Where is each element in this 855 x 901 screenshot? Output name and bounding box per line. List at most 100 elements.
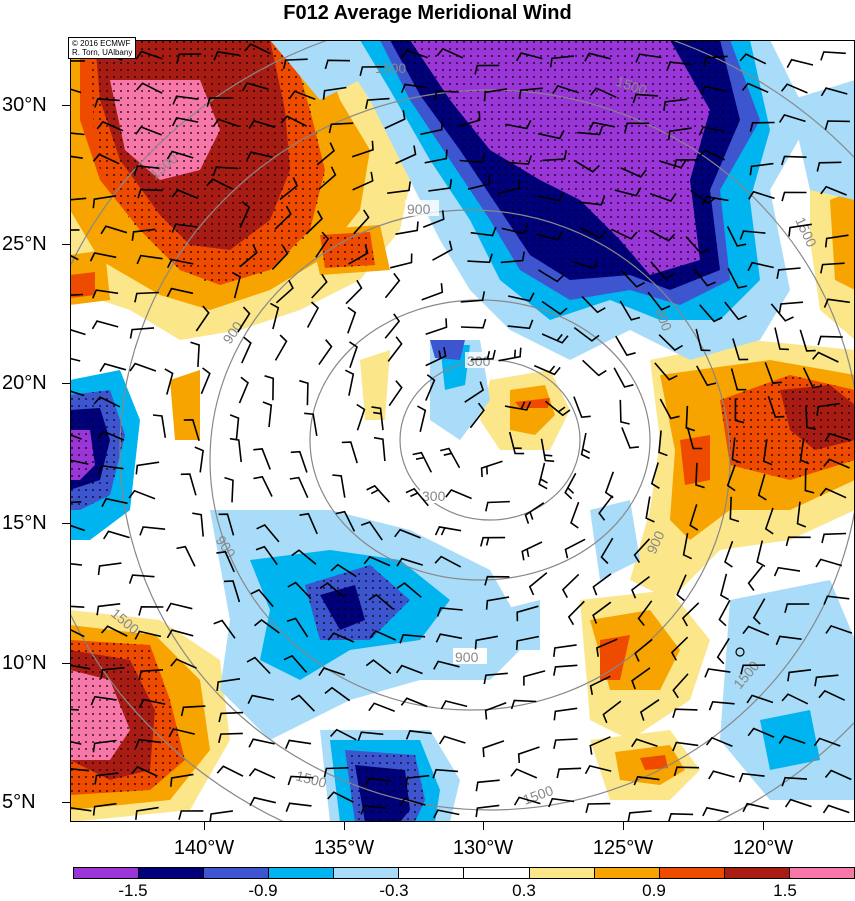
wind-barb (287, 775, 314, 786)
wind-barb (475, 804, 500, 818)
wind-barb (438, 735, 466, 745)
wind-barb (70, 628, 85, 638)
colorbar-label-0-9: 0.9 (642, 881, 666, 900)
wind-barb (432, 768, 459, 779)
wind-barb (328, 122, 354, 134)
wind-barb (100, 666, 125, 679)
positive-wind-region-sw (70, 610, 230, 822)
wind-barb (171, 189, 199, 200)
colorbar-segment (789, 868, 854, 878)
wind-barb (724, 540, 734, 568)
wind-barb (134, 630, 162, 640)
wind-barb (275, 279, 294, 304)
wind-barb (395, 145, 417, 165)
colorbar-segment (724, 868, 790, 878)
wind-barb (351, 140, 374, 158)
wind-barb (135, 461, 160, 475)
wind-barb (368, 593, 394, 610)
wind-barb (615, 335, 636, 357)
wind-barb (553, 664, 578, 676)
wind-barb (619, 399, 630, 425)
wind-barb (823, 458, 850, 469)
wind-barb (528, 572, 548, 596)
positive-wind-region-se (70, 160, 855, 800)
wind-barb (726, 226, 747, 247)
wind-barb (650, 462, 660, 489)
wind-barb (285, 802, 312, 812)
wind-barb (650, 261, 674, 280)
wind-barb (183, 418, 200, 442)
map-title: F012 Average Meridional Wind (283, 2, 572, 24)
wind-barb (480, 460, 503, 478)
wind-barb (475, 779, 500, 792)
wind-barb (631, 575, 650, 599)
wind-barb (304, 412, 318, 437)
wind-barb (356, 403, 366, 431)
wind-barb (749, 162, 774, 176)
wind-barb (820, 51, 846, 61)
wind-barb (699, 304, 723, 323)
wind-barb (231, 271, 242, 299)
wind-barb (540, 438, 555, 463)
wind-barb (70, 664, 91, 670)
wind-barb (135, 50, 163, 60)
wind-barb (823, 298, 850, 308)
wind-barb (171, 116, 199, 127)
wind-barb (633, 538, 651, 564)
lat-tick (62, 663, 70, 664)
wind-barb (467, 174, 491, 190)
wind-barb (645, 496, 655, 523)
colorbar-segment (464, 868, 530, 878)
wind-barb (702, 195, 729, 206)
wind-barb (561, 573, 580, 598)
wind-barb (538, 462, 548, 490)
wind-barb (516, 52, 543, 62)
wind-barb (824, 120, 850, 130)
wind-barb (97, 464, 124, 475)
wind-barb (70, 807, 92, 812)
wind-barb (824, 234, 849, 248)
wind-barb (731, 437, 742, 464)
colorbar (73, 867, 855, 879)
contour-label-900-upper-right: 900 (652, 306, 675, 334)
wind-barb (70, 293, 84, 297)
credit-box: © 2016 ECMWF R. Torn, UAlbany (68, 37, 137, 59)
wind-barb (817, 335, 843, 346)
wind-barb (92, 195, 117, 209)
wind-barb (223, 580, 241, 603)
wind-barb (432, 240, 453, 261)
wind-barb (352, 171, 374, 191)
wind-barb (507, 319, 534, 330)
wind-barb (305, 210, 323, 235)
wind-barb (775, 635, 802, 646)
wind-barb (170, 773, 194, 787)
wind-barb (501, 225, 529, 235)
wind-barb (585, 802, 611, 813)
wind-barb (178, 810, 204, 820)
wind-barb (634, 638, 653, 662)
wind-barb (784, 603, 810, 614)
wind-barb (747, 261, 774, 272)
wind-barb (553, 738, 578, 750)
wind-barb (676, 574, 687, 602)
colorbar-segment (269, 868, 335, 878)
wind-barb (194, 446, 204, 473)
wind-barb (274, 205, 292, 230)
wind-barb (433, 809, 460, 819)
lat-label-10n: 10°N (2, 652, 47, 674)
wind-barb (820, 262, 845, 274)
wind-barb (579, 227, 607, 239)
wind-barb (573, 396, 591, 419)
wind-barb (405, 730, 432, 740)
wind-barb (270, 302, 280, 330)
wind-barb (70, 88, 82, 94)
lat-tick (62, 244, 70, 245)
wind-barb (596, 638, 618, 657)
wind-barb (290, 450, 308, 473)
wind-barb (781, 693, 809, 705)
wind-barb (287, 581, 312, 600)
wind-barb (255, 545, 278, 566)
wind-barb (280, 115, 308, 127)
wind-barb (349, 341, 358, 368)
wind-barb (515, 635, 539, 650)
